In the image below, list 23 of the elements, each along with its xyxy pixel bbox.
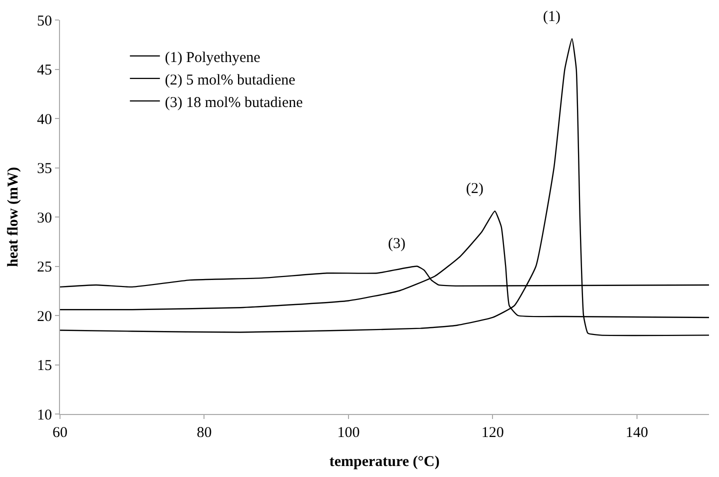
y-tick-label: 50 bbox=[37, 13, 52, 30]
y-tick-label: 45 bbox=[37, 62, 52, 78]
x-tick-label: 60 bbox=[52, 425, 68, 441]
x-axis-title: temperature (°C) bbox=[329, 454, 440, 470]
legend-label: (1) Polyethyene bbox=[164, 50, 261, 66]
legend-label: (3) 18 mol% butadiene bbox=[164, 94, 304, 111]
x-tick-label: 100 bbox=[337, 425, 360, 441]
annotation: (1) bbox=[543, 9, 560, 25]
x-tick-label: 120 bbox=[481, 425, 504, 441]
y-tick-label: 15 bbox=[37, 358, 52, 374]
x-tick-label: 140 bbox=[626, 425, 648, 441]
annotation: (2) bbox=[466, 181, 484, 197]
legend-label: (2) 5 mol% butadiene bbox=[164, 72, 296, 88]
y-tick-label: 40 bbox=[37, 112, 52, 128]
y-tick-label: 10 bbox=[37, 407, 52, 424]
y-tick-label: 20 bbox=[37, 308, 52, 325]
y-axis-title: heat flow (mW) bbox=[5, 167, 22, 267]
annotation: (3) bbox=[388, 236, 406, 252]
y-tick-label: 30 bbox=[37, 210, 52, 226]
y-tick-label: 25 bbox=[37, 260, 52, 276]
y-tick-label: 35 bbox=[37, 161, 52, 177]
line-series bbox=[60, 38, 709, 336]
x-tick-label: 80 bbox=[196, 425, 212, 441]
